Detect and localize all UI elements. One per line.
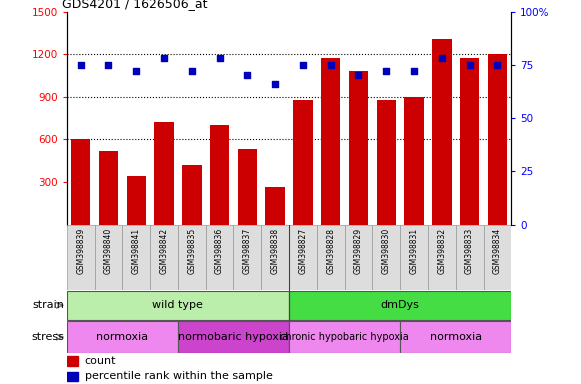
Text: normoxia: normoxia (430, 332, 482, 342)
Bar (372, 225, 400, 290)
Bar (67, 356, 78, 366)
Bar (67, 291, 289, 320)
Bar (238, 149, 257, 225)
Bar (178, 225, 206, 290)
Text: percentile rank within the sample: percentile rank within the sample (85, 371, 272, 381)
Bar (400, 321, 511, 353)
Bar (487, 54, 507, 225)
Text: stress: stress (31, 332, 64, 342)
Bar (460, 58, 479, 225)
Point (271, 81, 280, 87)
Bar (293, 99, 313, 225)
Point (104, 62, 113, 68)
Bar (289, 321, 400, 353)
Point (354, 73, 363, 79)
Point (159, 55, 168, 61)
Text: GSM398828: GSM398828 (326, 228, 335, 274)
Text: GSM398834: GSM398834 (493, 228, 502, 274)
Bar (400, 225, 428, 290)
Text: GSM398841: GSM398841 (132, 228, 141, 274)
Point (437, 55, 446, 61)
Text: GDS4201 / 1626506_at: GDS4201 / 1626506_at (62, 0, 208, 10)
Bar (456, 225, 483, 290)
Text: chronic hypobaric hypoxia: chronic hypobaric hypoxia (280, 332, 409, 342)
Point (243, 73, 252, 79)
Text: wild type: wild type (152, 300, 203, 310)
Point (76, 62, 85, 68)
Text: GSM398836: GSM398836 (215, 228, 224, 274)
Bar (67, 321, 178, 353)
Text: dmDys: dmDys (381, 300, 419, 310)
Bar (206, 225, 234, 290)
Text: GSM398829: GSM398829 (354, 228, 363, 274)
Point (187, 68, 196, 74)
Text: strain: strain (32, 300, 64, 310)
Text: GSM398831: GSM398831 (410, 228, 418, 274)
Bar (428, 225, 456, 290)
Point (132, 68, 141, 74)
Text: GSM398838: GSM398838 (271, 228, 279, 274)
Text: GSM398827: GSM398827 (299, 228, 307, 274)
Text: normoxia: normoxia (96, 332, 148, 342)
Bar (210, 125, 229, 225)
Bar (67, 372, 78, 381)
Point (215, 55, 224, 61)
Bar (178, 321, 289, 353)
Bar (289, 225, 317, 290)
Bar (95, 225, 123, 290)
Bar (99, 151, 118, 225)
Bar (321, 58, 340, 225)
Text: GSM398839: GSM398839 (76, 228, 85, 274)
Bar (234, 225, 261, 290)
Text: normobaric hypoxia: normobaric hypoxia (178, 332, 289, 342)
Bar (127, 176, 146, 225)
Text: GSM398840: GSM398840 (104, 228, 113, 274)
Bar (483, 225, 511, 290)
Text: GSM398832: GSM398832 (437, 228, 446, 274)
Text: count: count (85, 356, 116, 366)
Bar (376, 99, 396, 225)
Point (298, 62, 307, 68)
Bar (432, 38, 451, 225)
Bar (349, 71, 368, 225)
Bar (289, 291, 511, 320)
Bar (404, 97, 424, 225)
Text: GSM398842: GSM398842 (160, 228, 168, 274)
Point (326, 62, 335, 68)
Bar (71, 139, 91, 225)
Point (410, 68, 419, 74)
Bar (345, 225, 372, 290)
Point (493, 62, 502, 68)
Bar (261, 225, 289, 290)
Bar (155, 122, 174, 225)
Text: GSM398833: GSM398833 (465, 228, 474, 274)
Text: GSM398830: GSM398830 (382, 228, 391, 274)
Bar (266, 187, 285, 225)
Text: GSM398835: GSM398835 (187, 228, 196, 274)
Point (382, 68, 391, 74)
Bar (150, 225, 178, 290)
Bar (182, 165, 202, 225)
Text: GSM398837: GSM398837 (243, 228, 252, 274)
Bar (67, 225, 95, 290)
Bar (317, 225, 345, 290)
Point (465, 62, 474, 68)
Bar (123, 225, 150, 290)
